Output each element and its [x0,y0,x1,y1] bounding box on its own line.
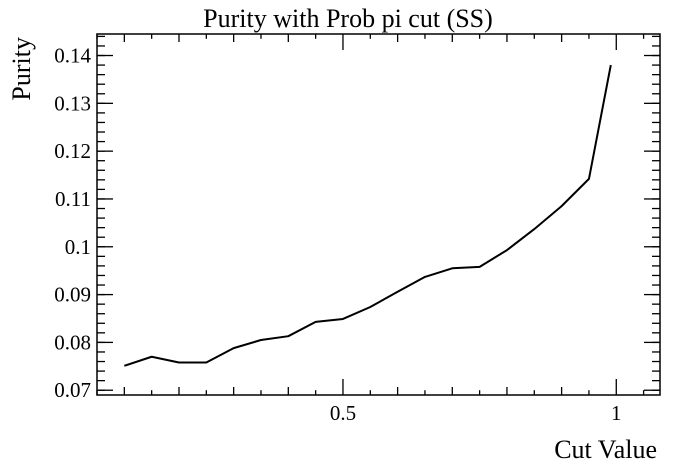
axis-ticks [96,34,660,395]
y-tick-label: 0.13 [54,91,91,115]
axis-tick-labels: 0.07 0.08 0.09 0.1 0.11 0.12 0.13 0.14 0.5 1 [54,44,621,425]
y-tick-label: 0.11 [55,187,91,211]
x-axis-label: Cut Value [554,435,657,464]
plot-frame [96,33,661,396]
y-tick-label: 0.07 [54,378,91,402]
x-tick-label: 0.5 [330,401,356,425]
y-tick-label: 0.14 [54,44,91,68]
y-tick-label: 0.09 [54,283,91,307]
y-tick-label: 0.08 [54,330,91,354]
series-layer [124,64,612,367]
y-tick-label: 0.1 [65,235,91,259]
y-tick-label: 0.12 [54,139,91,163]
series-line [124,64,612,367]
x-tick-label: 1 [611,401,622,425]
y-axis-label: Purity [7,37,36,101]
chart-title: Purity with Prob pi cut (SS) [203,4,493,33]
